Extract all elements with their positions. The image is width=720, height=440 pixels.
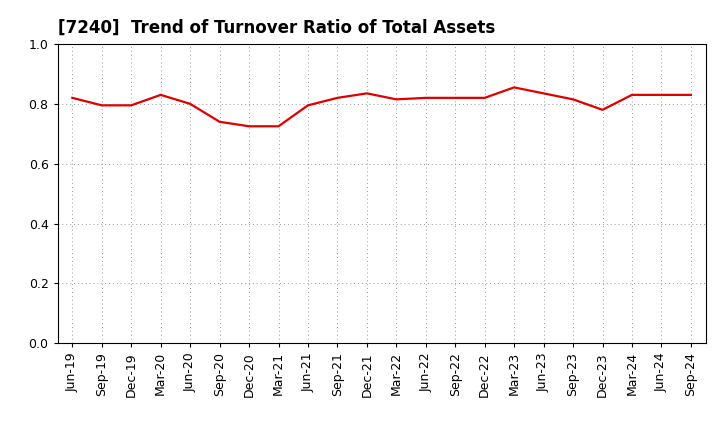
Text: [7240]  Trend of Turnover Ratio of Total Assets: [7240] Trend of Turnover Ratio of Total …	[58, 19, 495, 37]
